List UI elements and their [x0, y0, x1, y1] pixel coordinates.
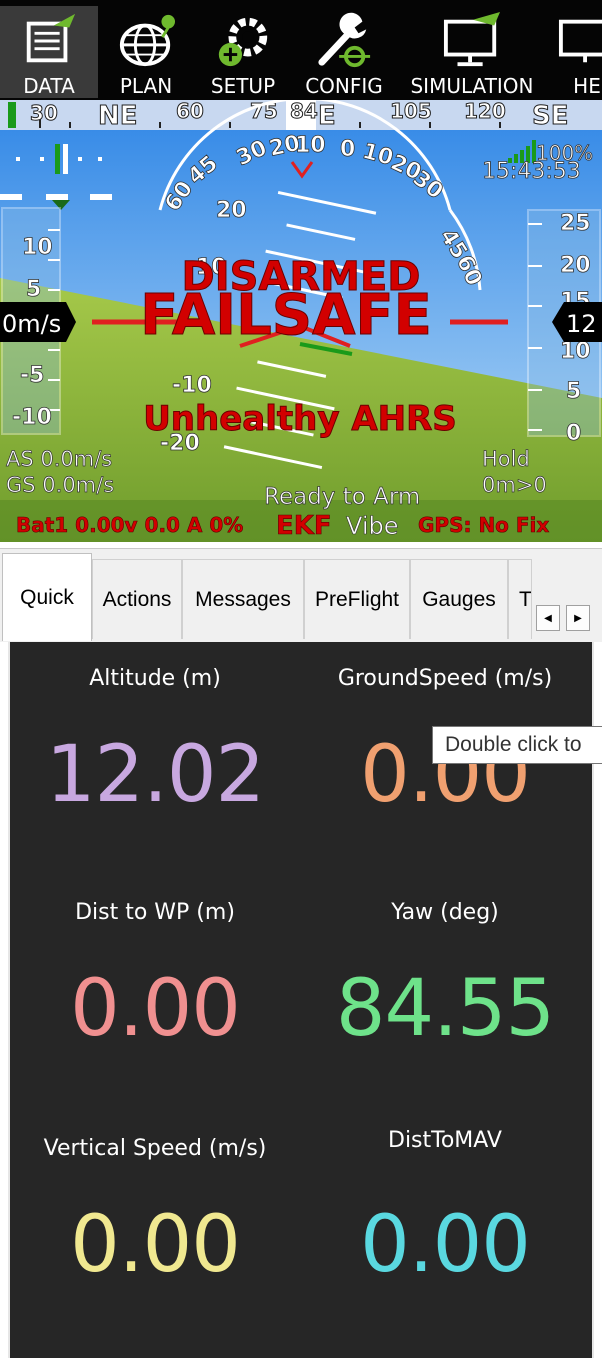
tab-gauges[interactable]: Gauges: [410, 559, 508, 639]
data-icon: [26, 13, 76, 63]
heading-label-30: 30: [30, 101, 58, 125]
speed-tick-minus5: -5: [20, 363, 44, 388]
ekf-status[interactable]: EKF: [276, 511, 332, 542]
toolbar-data-label: DATA: [23, 74, 75, 98]
chevron-right-icon: ▶: [574, 612, 582, 624]
altitude-readout: 12: [566, 310, 597, 338]
battery-percent: 100%: [536, 141, 593, 165]
airspeed-readout-box: [0, 302, 76, 342]
globe-icon: [119, 14, 175, 67]
tab-preflight[interactable]: PreFlight: [304, 559, 410, 639]
tab-strip: Quick Actions Messages PreFlight Gauges …: [0, 548, 602, 642]
alt-tick-10: 10: [560, 339, 591, 364]
tab-truncated-label: T: [519, 587, 532, 611]
gps-status: GPS: No Fix: [418, 513, 549, 537]
bottom-border: [0, 1358, 602, 1368]
signal-strength-icon: [508, 140, 536, 163]
toolbar-data-button[interactable]: DATA: [0, 6, 98, 98]
quick-value-altitude[interactable]: 12.02: [45, 730, 265, 820]
main-toolbar: DATA PLAN SETUP CON: [0, 0, 602, 100]
vibe-status[interactable]: Vibe: [346, 512, 399, 541]
toolbar-help-label: HE: [573, 74, 601, 98]
tab-truncated[interactable]: T: [508, 559, 532, 639]
tab-actions[interactable]: Actions: [92, 559, 182, 639]
speed-tick-minus10: -10: [12, 405, 52, 430]
svg-text:20: 20: [267, 131, 302, 162]
tab-gauges-label: Gauges: [422, 587, 496, 611]
alt-tick-5: 5: [566, 379, 581, 404]
toolbar-setup-button[interactable]: SETUP: [200, 6, 286, 98]
quick-label-dist-to-mav: DistToMAV: [388, 1128, 502, 1153]
pitch-label-10: 10: [196, 255, 227, 280]
flight-mode: Hold: [482, 447, 530, 471]
speed-tick-5: 5: [26, 277, 41, 302]
alt-tick-0: 0: [566, 421, 581, 446]
ready-to-arm: Ready to Arm: [264, 484, 420, 510]
waypoint-distance: 0m>0: [482, 473, 547, 497]
gear-icon: [218, 17, 268, 67]
hud-time: 15:43:53: [482, 159, 581, 184]
quick-value-vertical-speed[interactable]: 0.00: [70, 1200, 241, 1290]
heading-label-ne: NE: [98, 101, 138, 131]
help-icon: [558, 19, 602, 63]
quick-label-groundspeed: GroundSpeed (m/s): [337, 666, 553, 691]
toolbar-setup-label: SETUP: [210, 74, 276, 98]
tooltip: Double click to: [432, 726, 602, 764]
tab-actions-label: Actions: [102, 587, 172, 611]
tab-scroll-left-button[interactable]: ◀: [536, 605, 560, 631]
alt-tick-20: 20: [560, 253, 591, 278]
speed-tick-10: 10: [22, 235, 53, 260]
toolbar-plan-button[interactable]: PLAN: [104, 6, 188, 98]
status-failsafe: FAILSAFE: [140, 283, 432, 348]
roll-arc: [158, 100, 452, 211]
airspeed-text: AS 0.0m/s: [6, 447, 112, 471]
tab-preflight-label: PreFlight: [314, 587, 400, 611]
heading-label-se: SE: [532, 101, 569, 131]
altitude-readout-box: [552, 302, 602, 342]
toolbar-config-button[interactable]: CONFIG: [298, 6, 390, 98]
pitch-ladder: [223, 190, 377, 470]
hud-ground: [0, 278, 602, 542]
quick-value-yaw[interactable]: 84.55: [335, 964, 555, 1054]
status-disarmed: DISARMED: [182, 254, 421, 300]
hud-display: 30 NE 60 75 84 E 105 120 SE 60 45 30 2: [0, 100, 602, 542]
pitch-label-20: 20: [216, 198, 247, 223]
pitch-label-minus10: -10: [172, 373, 212, 398]
quick-label-altitude: Altitude (m): [89, 666, 221, 691]
svg-text:0: 0: [340, 137, 355, 162]
quick-value-dist-to-mav[interactable]: 0.00: [360, 1200, 531, 1290]
hud-graphics: 30 NE 60 75 84 E 105 120 SE 60 45 30 2: [0, 100, 602, 542]
tab-scroll-right-button[interactable]: ▶: [566, 605, 590, 631]
quick-value-dist-to-wp[interactable]: 0.00: [70, 964, 241, 1054]
quick-label-dist-to-wp: Dist to WP (m): [75, 900, 235, 925]
quick-label-vertical-speed: Vertical Speed (m/s): [43, 1136, 267, 1161]
toolbar-help-button[interactable]: HE: [552, 6, 602, 98]
svg-text:10: 10: [295, 133, 326, 158]
status-unhealthy-ahrs: Unhealthy AHRS: [143, 399, 457, 439]
quick-label-yaw: Yaw (deg): [391, 900, 499, 925]
heading-label-120: 120: [464, 100, 506, 123]
alt-tick-25: 25: [560, 211, 591, 236]
heading-label-105: 105: [390, 100, 432, 123]
tab-quick[interactable]: Quick: [2, 553, 92, 641]
chevron-left-icon: ◀: [544, 612, 552, 624]
heading-label-84: 84: [290, 100, 318, 123]
hud-divider: [0, 542, 602, 548]
tab-quick-label: Quick: [20, 585, 74, 609]
battery-status: Bat1 0.00v 0.0 A 0%: [16, 513, 243, 537]
heading-label-e: E: [318, 101, 336, 131]
tab-messages-label: Messages: [195, 587, 291, 611]
heading-label-60: 60: [176, 100, 204, 123]
toolbar-config-label: CONFIG: [305, 74, 383, 98]
toolbar-plan-label: PLAN: [119, 74, 173, 98]
toolbar-simulation-label: SIMULATION: [410, 74, 534, 98]
pitch-label-minus20: -20: [160, 431, 200, 456]
wrench-icon: [318, 12, 371, 68]
groundspeed-text: GS 0.0m/s: [6, 473, 114, 497]
monitor-icon: [443, 12, 501, 67]
tab-messages[interactable]: Messages: [182, 559, 304, 639]
toolbar-simulation-button[interactable]: SIMULATION: [402, 6, 542, 98]
airspeed-readout: 0m/s: [2, 310, 61, 338]
